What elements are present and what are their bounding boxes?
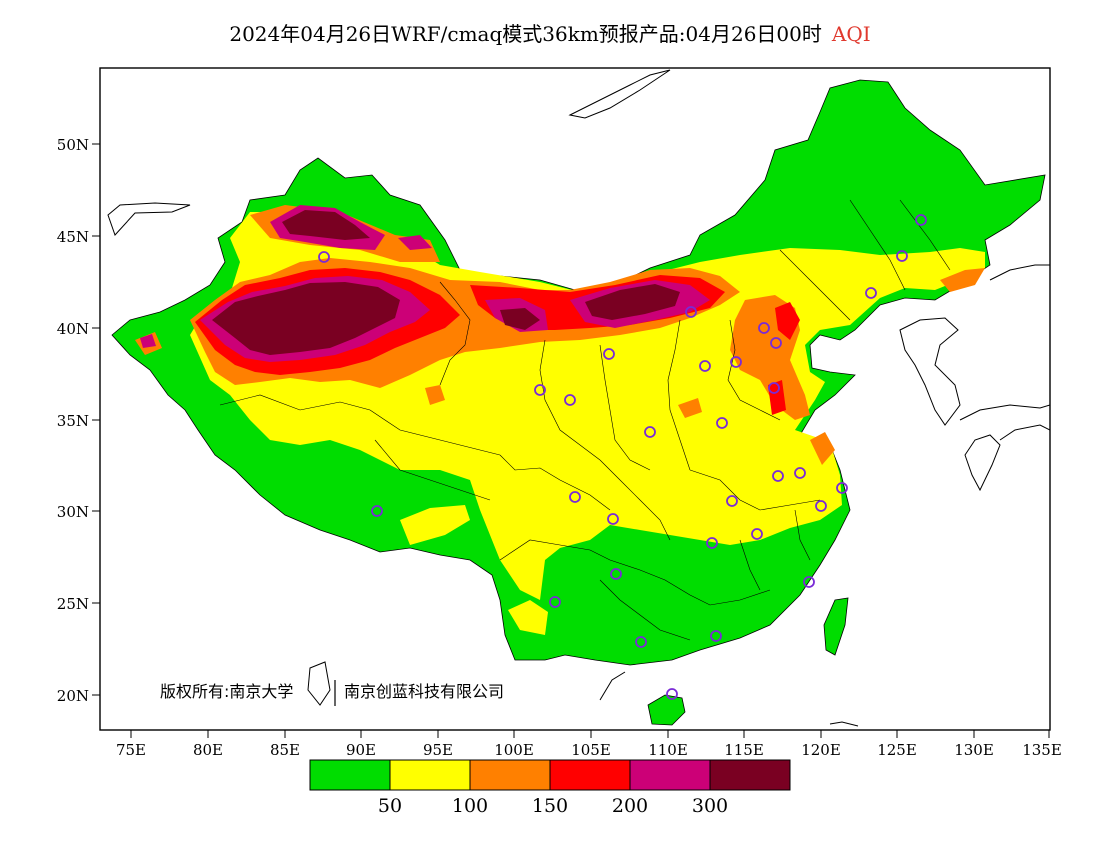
copyright-owner-company: 南京创蓝科技有限公司 bbox=[344, 682, 504, 701]
station-marker bbox=[699, 360, 711, 372]
x-tick-label: 120E bbox=[801, 741, 841, 759]
station-marker bbox=[730, 356, 742, 368]
station-marker bbox=[865, 287, 877, 299]
x-tick-label: 95E bbox=[423, 741, 453, 759]
station-marker bbox=[710, 630, 722, 642]
aqi-usg-patch-shanxi bbox=[678, 398, 702, 418]
legend-label: 50 bbox=[378, 795, 402, 817]
station-marker bbox=[534, 384, 546, 396]
map-title: 2024年04月26日WRF/cmaq模式36km预报产品:04月26日00时 A… bbox=[0, 18, 1100, 47]
aqi-hazardous-region-gobi bbox=[585, 284, 680, 320]
province-boundaries bbox=[219, 199, 951, 641]
station-marker bbox=[803, 576, 815, 588]
station-marker bbox=[666, 688, 678, 700]
aqi-usg-patch-yangtze bbox=[810, 432, 835, 465]
legend-swatch-usg bbox=[470, 760, 550, 790]
y-tick-label: 25N bbox=[57, 595, 89, 613]
legend-label: 200 bbox=[612, 795, 648, 817]
y-tick-label: 20N bbox=[57, 687, 89, 705]
legend-swatch-moderate bbox=[390, 760, 470, 790]
x-tick-label: 75E bbox=[116, 741, 146, 759]
station-marker bbox=[815, 500, 827, 512]
copyright-owner-university: 版权所有:南京大学 bbox=[160, 682, 293, 701]
station-marker bbox=[915, 214, 927, 226]
legend-swatch-good bbox=[310, 760, 390, 790]
aqi-usg-patch-tarim-south bbox=[425, 385, 445, 405]
x-tick-label: 100E bbox=[494, 741, 534, 759]
station-marker bbox=[836, 482, 848, 494]
aqi-hazardous-region-taklamakan bbox=[212, 282, 400, 355]
station-marker bbox=[768, 382, 780, 394]
x-tick-labels: 75E 80E 85E 90E 95E 100E 105E 110E 115E … bbox=[116, 741, 1062, 759]
x-tick-label: 80E bbox=[193, 741, 223, 759]
station-markers bbox=[318, 214, 927, 700]
legend-label: 300 bbox=[692, 795, 728, 817]
station-marker bbox=[549, 596, 561, 608]
station-marker bbox=[610, 568, 622, 580]
y-tick-labels: 50N 45N 40N 35N 30N 25N 20N bbox=[57, 136, 89, 705]
station-marker bbox=[318, 251, 330, 263]
aqi-moderate-patch-tibet bbox=[400, 505, 470, 545]
station-marker bbox=[726, 495, 738, 507]
legend-label: 100 bbox=[452, 795, 488, 817]
title-metric: AQI bbox=[831, 22, 871, 46]
station-marker bbox=[564, 394, 576, 406]
station-marker bbox=[569, 491, 581, 503]
aqi-very-unhealthy-patch-ili bbox=[398, 235, 432, 250]
x-tick-label: 125E bbox=[877, 741, 917, 759]
station-marker bbox=[685, 306, 697, 318]
station-marker bbox=[371, 505, 383, 517]
x-tick-label: 85E bbox=[270, 741, 300, 759]
station-marker bbox=[603, 348, 615, 360]
aqi-very-unhealthy-patch-kashgar bbox=[140, 334, 156, 348]
station-marker bbox=[644, 426, 656, 438]
aqi-usg-patch-northeast bbox=[940, 268, 985, 292]
legend-labels: 50 100 150 200 300 bbox=[378, 795, 728, 817]
legend-label: 150 bbox=[532, 795, 568, 817]
aqi-moderate-patch-southwest bbox=[508, 600, 548, 635]
y-tick-label: 35N bbox=[57, 412, 89, 430]
x-axis bbox=[130, 730, 1050, 738]
x-tick-label: 90E bbox=[346, 741, 376, 759]
x-tick-label: 130E bbox=[954, 741, 994, 759]
x-tick-label: 110E bbox=[648, 741, 688, 759]
y-tick-label: 45N bbox=[57, 228, 89, 246]
taiwan-island bbox=[823, 597, 849, 656]
station-marker bbox=[772, 470, 784, 482]
aqi-unhealthy-patch-beijing bbox=[775, 302, 800, 340]
aqi-hazardous-patch-gansu bbox=[500, 308, 540, 330]
x-tick-label: 135E bbox=[1022, 741, 1062, 759]
aqi-color-legend bbox=[309, 759, 791, 791]
x-tick-label: 105E bbox=[571, 741, 611, 759]
station-marker bbox=[770, 337, 782, 349]
y-axis bbox=[92, 143, 100, 696]
station-marker bbox=[706, 537, 718, 549]
station-marker bbox=[758, 322, 770, 334]
neighbor-coastlines bbox=[107, 69, 1050, 727]
aqi-hazardous-region-dzungaria bbox=[282, 210, 370, 240]
station-marker bbox=[751, 528, 763, 540]
legend-swatch-very-unhealthy bbox=[630, 760, 710, 790]
y-tick-label: 40N bbox=[57, 320, 89, 338]
station-marker bbox=[635, 636, 647, 648]
aqi-unhealthy-patch-hebei bbox=[768, 380, 786, 415]
map-frame-border bbox=[99, 67, 1051, 731]
station-marker bbox=[794, 467, 806, 479]
title-main: 2024年04月26日WRF/cmaq模式36km预报产品:04月26日00时 bbox=[229, 22, 822, 46]
station-marker bbox=[607, 513, 619, 525]
y-tick-label: 30N bbox=[57, 503, 89, 521]
y-tick-label: 50N bbox=[57, 136, 89, 154]
hainan-island bbox=[647, 694, 686, 726]
station-marker bbox=[716, 417, 728, 429]
legend-swatch-unhealthy bbox=[550, 760, 630, 790]
station-marker bbox=[896, 250, 908, 262]
x-tick-label: 115E bbox=[724, 741, 764, 759]
legend-swatch-hazardous bbox=[710, 760, 790, 790]
